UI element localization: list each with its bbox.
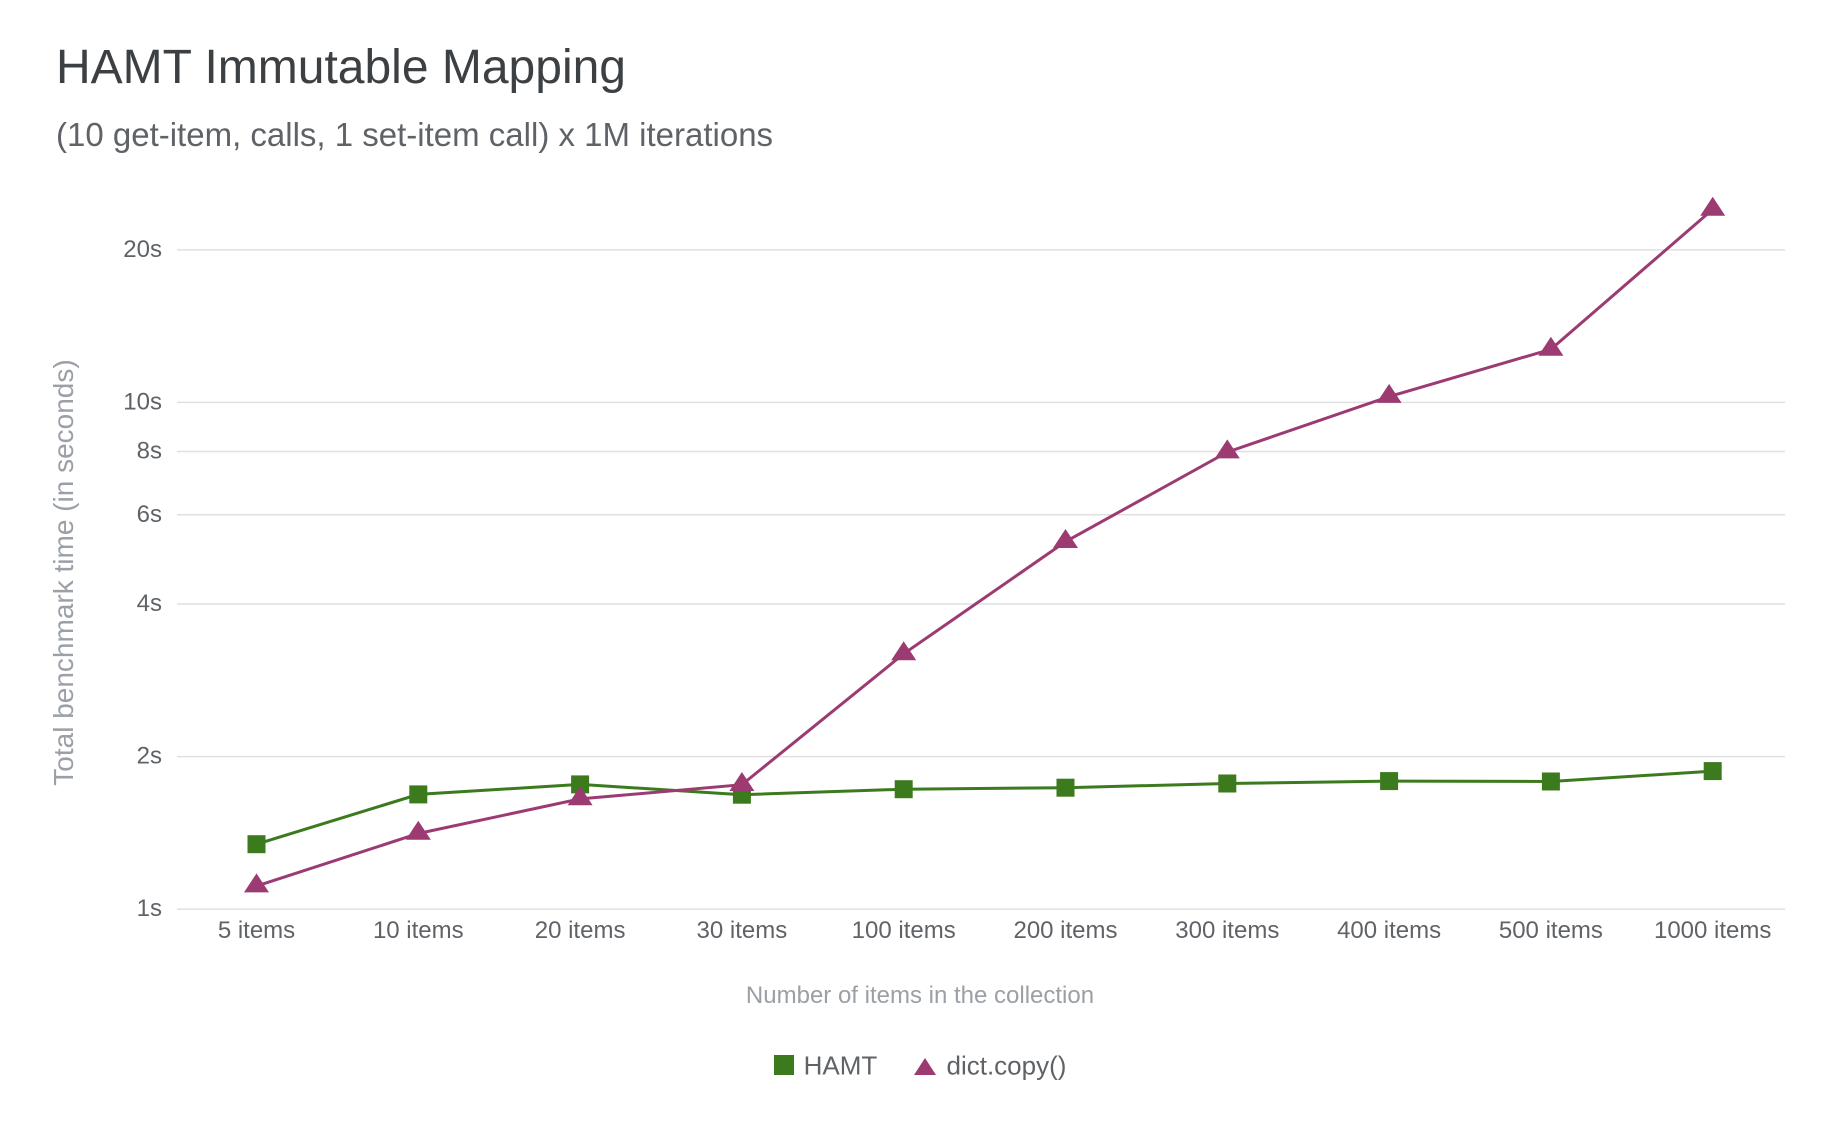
svg-text:10s: 10s bbox=[123, 388, 162, 415]
svg-text:30 items: 30 items bbox=[697, 917, 788, 944]
svg-text:500 items: 500 items bbox=[1499, 917, 1603, 944]
svg-text:10 items: 10 items bbox=[373, 917, 464, 944]
svg-text:1s: 1s bbox=[137, 895, 162, 922]
svg-text:100 items: 100 items bbox=[852, 917, 956, 944]
svg-text:5 items: 5 items bbox=[218, 917, 295, 944]
svg-text:20s: 20s bbox=[123, 236, 162, 263]
svg-text:400 items: 400 items bbox=[1337, 917, 1441, 944]
svg-text:200 items: 200 items bbox=[1013, 917, 1117, 944]
svg-text:6s: 6s bbox=[137, 501, 162, 528]
svg-text:8s: 8s bbox=[137, 438, 162, 465]
svg-text:2s: 2s bbox=[137, 743, 162, 770]
svg-text:20 items: 20 items bbox=[535, 917, 626, 944]
svg-text:1000 items: 1000 items bbox=[1654, 917, 1771, 944]
svg-text:4s: 4s bbox=[137, 590, 162, 617]
svg-text:300 items: 300 items bbox=[1175, 917, 1279, 944]
